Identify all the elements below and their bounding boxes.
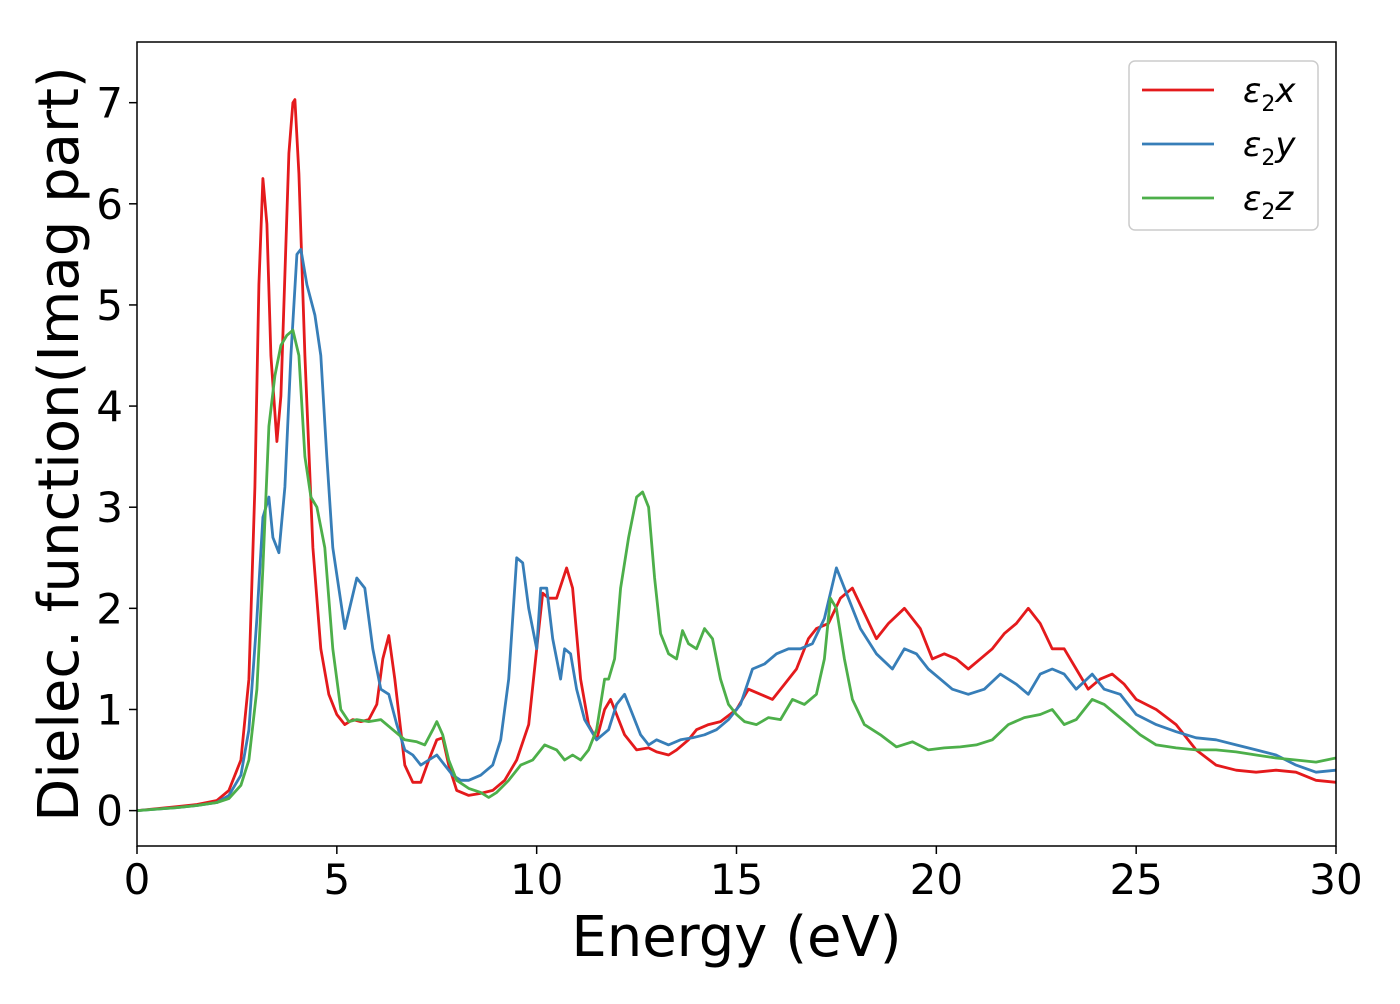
y-tick-label: 7 bbox=[96, 79, 123, 128]
x-tick-label: 10 bbox=[510, 855, 563, 904]
y-tick-label: 2 bbox=[96, 584, 123, 633]
x-tick-label: 15 bbox=[710, 855, 763, 904]
legend-label-subscript: 2 bbox=[1261, 92, 1275, 117]
y-tick-label: 4 bbox=[96, 382, 123, 431]
legend-label-z: ε2z bbox=[1243, 179, 1294, 225]
series-line-z bbox=[137, 328, 1336, 812]
y-tick-label: 1 bbox=[96, 685, 123, 734]
y-axis-title: Dielec. function(Imag part) bbox=[27, 66, 92, 822]
x-tick-label: 20 bbox=[910, 855, 963, 904]
series-line-y bbox=[137, 247, 1336, 812]
x-tick-label: 5 bbox=[323, 855, 350, 904]
series-line-x bbox=[137, 98, 1336, 812]
y-tick-label: 5 bbox=[96, 281, 123, 330]
legend-label-base: ε bbox=[1243, 125, 1261, 165]
x-axis: 0 5 10 15 20 25 30 bbox=[124, 846, 1363, 904]
legend-label-subscript: 2 bbox=[1261, 146, 1275, 171]
y-tick-label: 6 bbox=[96, 180, 123, 229]
legend-label-axis: y bbox=[1274, 125, 1296, 165]
y-tick-label: 3 bbox=[96, 483, 123, 532]
legend-label-base: ε bbox=[1243, 179, 1261, 219]
x-tick-label: 0 bbox=[124, 855, 151, 904]
legend-label-axis: x bbox=[1274, 71, 1296, 111]
legend-label-subscript: 2 bbox=[1261, 200, 1275, 225]
x-axis-title: Energy (eV) bbox=[571, 905, 901, 970]
y-axis: 0 1 2 3 4 5 6 7 bbox=[96, 79, 137, 836]
series-layer bbox=[137, 98, 1336, 812]
legend-box bbox=[1128, 60, 1319, 231]
legend-label-x: ε2x bbox=[1243, 71, 1296, 117]
x-tick-label: 30 bbox=[1309, 855, 1362, 904]
legend-label-y: ε2y bbox=[1243, 125, 1296, 171]
legend-label-axis: z bbox=[1274, 179, 1294, 219]
legend-label-base: ε bbox=[1243, 71, 1261, 111]
y-tick-label: 0 bbox=[96, 787, 123, 836]
x-tick-label: 25 bbox=[1109, 855, 1162, 904]
